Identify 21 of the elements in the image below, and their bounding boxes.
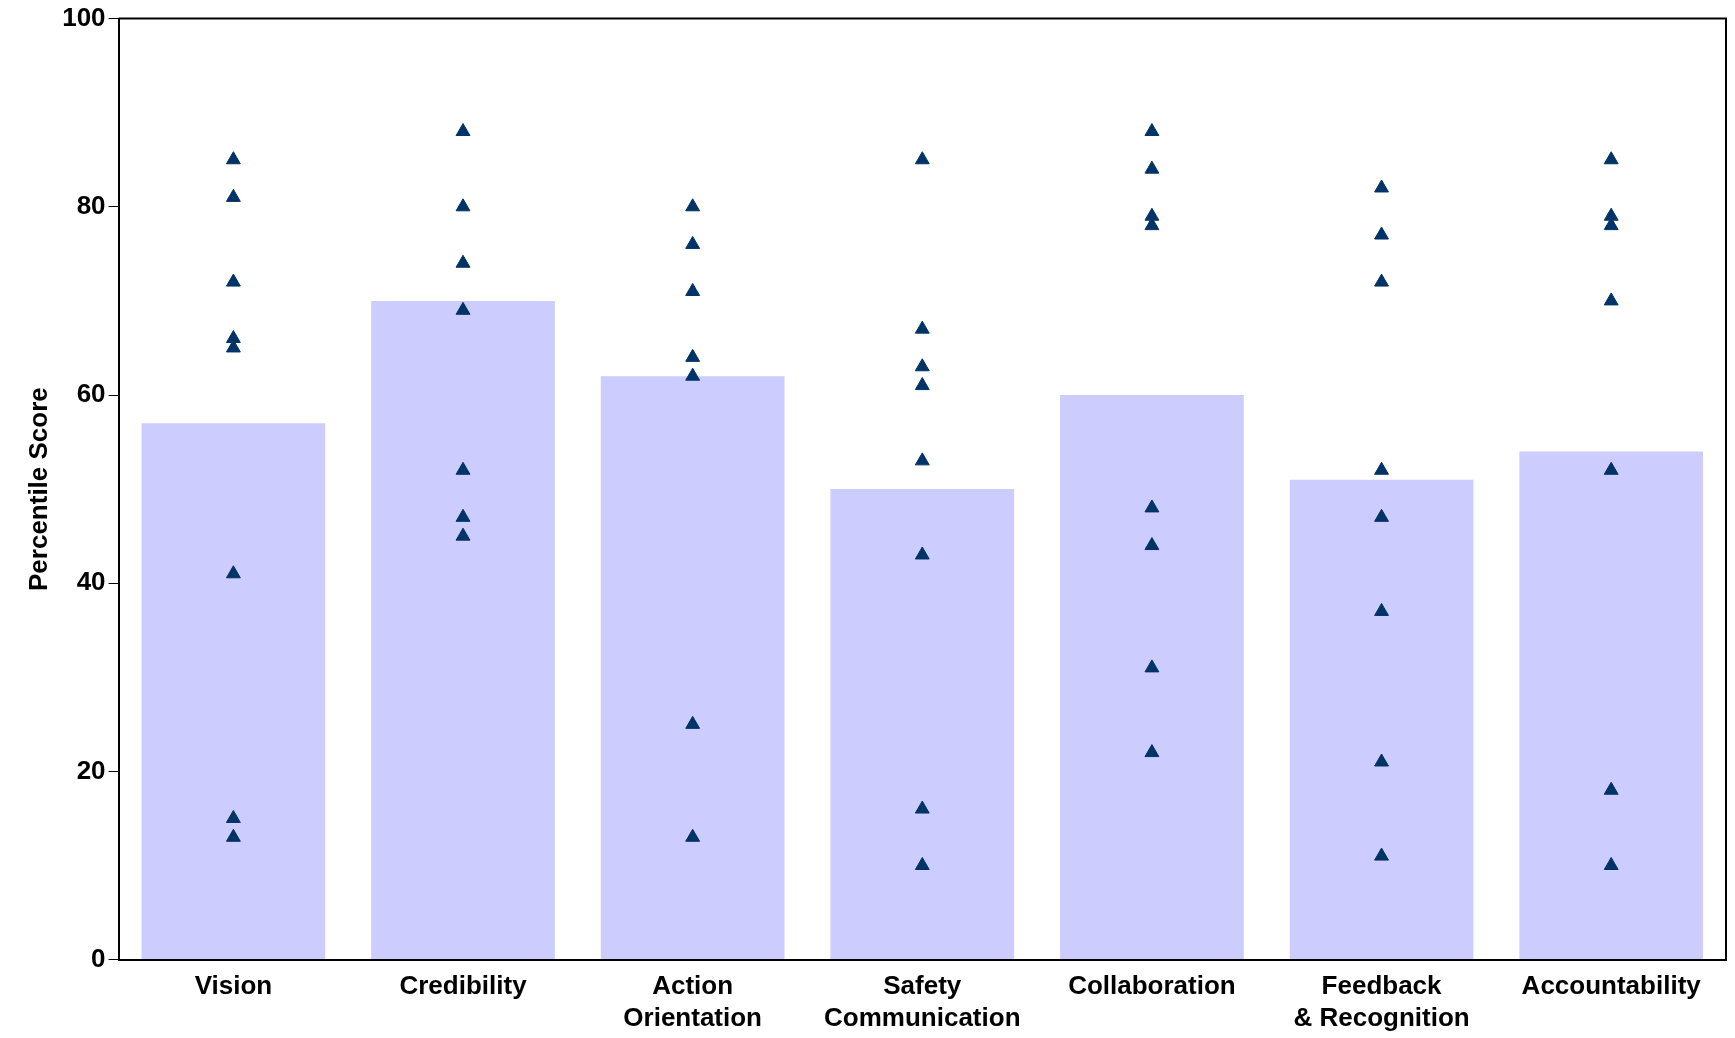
y-axis-title: Percentile Score	[22, 387, 53, 591]
y-tick-label: 100	[62, 1, 106, 32]
bar	[600, 376, 785, 960]
y-tick-label: 40	[76, 566, 106, 597]
x-tick-label: Accountability	[1521, 970, 1702, 1001]
bar	[371, 300, 555, 960]
bar	[141, 423, 326, 960]
x-tick-label: Vision	[194, 970, 273, 1001]
y-tick-label: 60	[76, 378, 106, 409]
bar	[1289, 479, 1474, 960]
y-tick-label: 20	[76, 754, 106, 785]
bar	[830, 489, 1015, 960]
x-tick-label: Safety Communication	[824, 970, 1021, 1032]
bar	[1519, 451, 1704, 960]
y-tick-label: 0	[91, 942, 106, 973]
x-tick-label: Action Orientation	[623, 970, 762, 1032]
bar	[1060, 395, 1244, 960]
x-tick-label: Collaboration	[1068, 970, 1236, 1001]
x-tick-label: Feedback & Recognition	[1293, 970, 1470, 1032]
y-tick-label: 80	[76, 189, 106, 220]
x-tick-label: Credibility	[399, 970, 528, 1001]
